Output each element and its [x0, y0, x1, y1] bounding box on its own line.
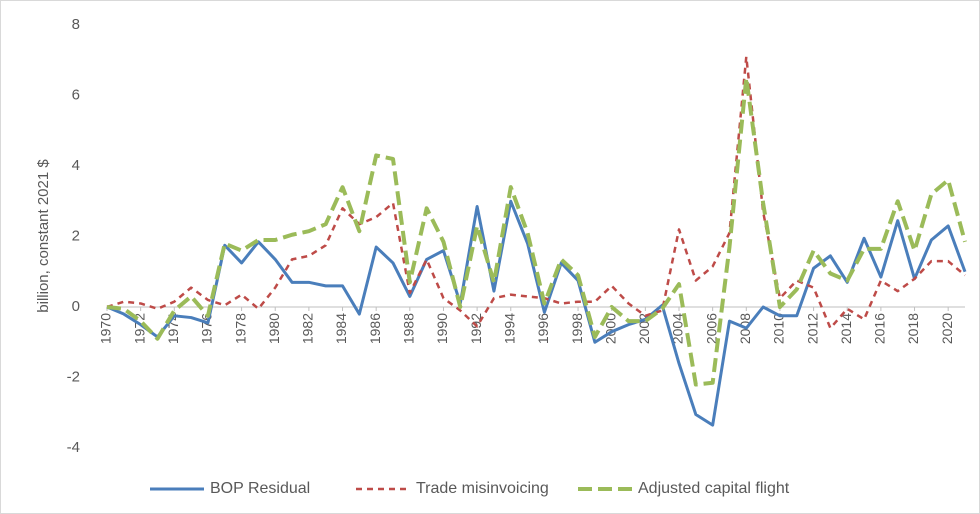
x-tick-label: 2016: [872, 313, 888, 344]
y-axis-title: billion, constant 2021 $: [35, 159, 52, 313]
x-tick-label: 1980: [266, 313, 282, 344]
y-tick-label: 6: [72, 86, 80, 103]
x-tick-label: 1998: [569, 313, 585, 344]
x-tick-label: 2006: [703, 313, 719, 344]
y-tick-label: 2: [72, 227, 80, 244]
x-tick-label: 2020: [939, 313, 955, 344]
x-tick-label: 1994: [501, 313, 517, 344]
x-tick-label: 1996: [535, 313, 551, 344]
x-tick-label: 2014: [838, 313, 854, 344]
x-tick-label: 1970: [98, 313, 114, 344]
x-tick-label: 2010: [771, 313, 787, 344]
data-line: [106, 75, 967, 387]
y-tick-label: 4: [72, 157, 80, 174]
y-tick-label: 0: [72, 298, 80, 315]
legend-label: Trade misinvoicing: [416, 480, 549, 497]
x-tick-label: 1982: [300, 313, 316, 344]
x-tick-label: 1988: [401, 313, 417, 344]
y-tick-label: -2: [67, 368, 80, 385]
x-tick-label: 1984: [333, 313, 349, 344]
data-line: [106, 55, 966, 330]
y-tick-label: 8: [72, 16, 80, 33]
x-tick-label: 1990: [434, 313, 450, 344]
x-tick-label: 2018: [905, 313, 921, 344]
x-tick-label: 1976: [199, 313, 215, 344]
x-tick-label: 1986: [367, 313, 383, 344]
y-tick-label: -4: [67, 439, 80, 456]
x-tick-label: 2004: [670, 313, 686, 344]
x-tick-label: 1978: [232, 313, 248, 344]
legend-label: BOP Residual: [210, 480, 310, 497]
legend-label: Adjusted capital flight: [638, 480, 790, 497]
x-tick-label: 2012: [804, 313, 820, 344]
